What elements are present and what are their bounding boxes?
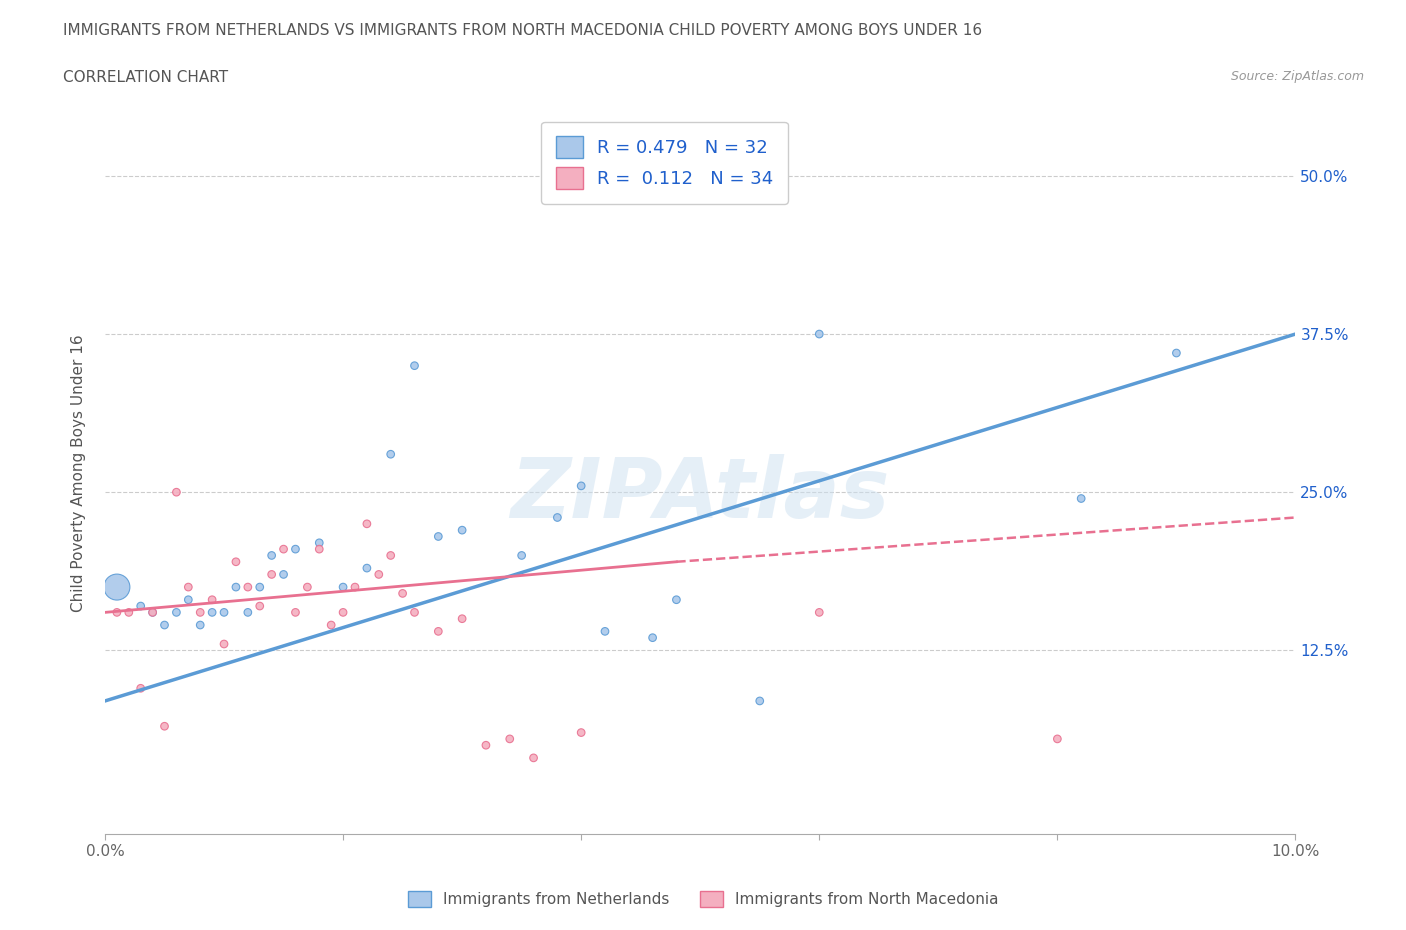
Point xyxy=(212,604,235,619)
Point xyxy=(225,579,247,594)
Point xyxy=(260,567,283,582)
Point xyxy=(546,510,568,525)
Point xyxy=(105,579,128,594)
Point xyxy=(404,358,426,373)
Text: ZIPAtlas: ZIPAtlas xyxy=(510,455,890,536)
Point xyxy=(451,523,474,538)
Point xyxy=(201,604,224,619)
Point xyxy=(641,631,664,645)
Point xyxy=(153,719,176,734)
Legend: Immigrants from Netherlands, Immigrants from North Macedonia: Immigrants from Netherlands, Immigrants … xyxy=(402,884,1004,913)
Legend: R = 0.479   N = 32, R =  0.112   N = 34: R = 0.479 N = 32, R = 0.112 N = 34 xyxy=(541,122,787,204)
Point xyxy=(332,579,354,594)
Point xyxy=(188,604,211,619)
Point xyxy=(356,516,378,531)
Point xyxy=(249,579,271,594)
Text: IMMIGRANTS FROM NETHERLANDS VS IMMIGRANTS FROM NORTH MACEDONIA CHILD POVERTY AMO: IMMIGRANTS FROM NETHERLANDS VS IMMIGRANT… xyxy=(63,23,983,38)
Point xyxy=(593,624,616,639)
Point xyxy=(236,604,259,619)
Point xyxy=(343,579,366,594)
Point xyxy=(451,611,474,626)
Point xyxy=(129,599,152,614)
Point xyxy=(129,681,152,696)
Point xyxy=(510,548,533,563)
Point xyxy=(380,446,402,461)
Point xyxy=(748,694,770,709)
Point xyxy=(236,579,259,594)
Point xyxy=(118,604,141,619)
Point xyxy=(177,592,200,607)
Point xyxy=(308,536,330,551)
Y-axis label: Child Poverty Among Boys Under 16: Child Poverty Among Boys Under 16 xyxy=(72,335,86,612)
Point xyxy=(380,548,402,563)
Text: CORRELATION CHART: CORRELATION CHART xyxy=(63,70,228,85)
Point xyxy=(569,725,592,740)
Point xyxy=(225,554,247,569)
Point xyxy=(284,541,307,556)
Point xyxy=(499,732,522,747)
Point xyxy=(308,541,330,556)
Point xyxy=(153,618,176,632)
Point xyxy=(427,529,450,544)
Point xyxy=(808,604,831,619)
Point xyxy=(404,604,426,619)
Point xyxy=(260,548,283,563)
Point xyxy=(273,541,295,556)
Point xyxy=(142,604,165,619)
Point xyxy=(212,636,235,651)
Point xyxy=(249,599,271,614)
Point xyxy=(273,567,295,582)
Point xyxy=(367,567,389,582)
Text: Source: ZipAtlas.com: Source: ZipAtlas.com xyxy=(1230,70,1364,83)
Point xyxy=(427,624,450,639)
Point xyxy=(142,604,165,619)
Point xyxy=(177,579,200,594)
Point xyxy=(1046,732,1069,747)
Point xyxy=(188,618,211,632)
Point xyxy=(105,604,128,619)
Point xyxy=(665,592,688,607)
Point xyxy=(391,586,413,601)
Point xyxy=(321,618,343,632)
Point xyxy=(201,592,224,607)
Point xyxy=(1166,346,1188,361)
Point xyxy=(475,737,498,752)
Point xyxy=(522,751,544,765)
Point xyxy=(808,326,831,341)
Point xyxy=(332,604,354,619)
Point xyxy=(569,478,592,493)
Point xyxy=(297,579,319,594)
Point xyxy=(1070,491,1092,506)
Point xyxy=(165,604,187,619)
Point xyxy=(356,561,378,576)
Point xyxy=(165,485,187,499)
Point xyxy=(284,604,307,619)
